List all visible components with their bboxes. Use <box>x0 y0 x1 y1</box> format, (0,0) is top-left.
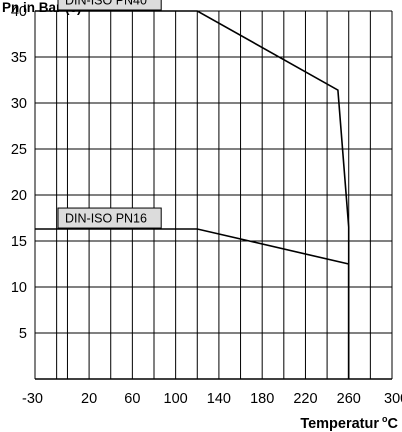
series-label-box-2 <box>57 207 162 229</box>
y-tick-label-2: 15 <box>11 234 27 250</box>
x-axis-label-degree: o <box>382 414 388 424</box>
y-tick-label-0: 5 <box>19 326 27 342</box>
series-label-box-1 <box>57 0 162 11</box>
y-tick-label-3: 20 <box>11 188 27 204</box>
y-tick-label-7: 40 <box>11 4 27 20</box>
series-label-1: DIN-ISO PN40 <box>57 0 162 11</box>
series-label-2: DIN-ISO PN16 <box>57 207 162 229</box>
x-tick-label-7: 260 <box>337 391 361 407</box>
series-label-text-2: DIN-ISO PN16 <box>65 212 147 226</box>
x-tick-label-2: 60 <box>124 391 140 407</box>
x-axis-label-unit: C <box>388 416 399 432</box>
series-label-text-1: DIN-ISO PN40 <box>65 0 147 8</box>
x-tick-label-8: 300 <box>384 391 402 407</box>
y-tick-labels: 5 10 15 20 25 30 35 40 <box>11 4 27 342</box>
series-labels: DIN-ISO PN40 DIN-ISO PN16 <box>57 0 162 229</box>
x-tick-label-4: 140 <box>207 391 231 407</box>
x-tick-label-3: 100 <box>164 391 188 407</box>
x-axis-label-text: Temperatur <box>300 416 379 432</box>
y-tick-label-1: 10 <box>11 280 27 296</box>
grid <box>34 10 393 380</box>
series-lines <box>35 10 350 379</box>
y-tick-label-5: 30 <box>11 96 27 112</box>
x-tick-label-5: 180 <box>250 391 274 407</box>
x-tick-label-1: 20 <box>81 391 97 407</box>
y-tick-label-4: 25 <box>11 142 27 158</box>
x-tick-label-6: 220 <box>293 391 317 407</box>
x-tick-label-0: -30 <box>22 391 43 407</box>
y-tick-label-6: 35 <box>11 50 27 66</box>
x-axis-label: Temperatur oC <box>300 414 398 432</box>
series-line-2 <box>35 228 350 379</box>
x-tick-labels: -30 20 60 100 140 180 220 260 300 <box>22 391 402 407</box>
